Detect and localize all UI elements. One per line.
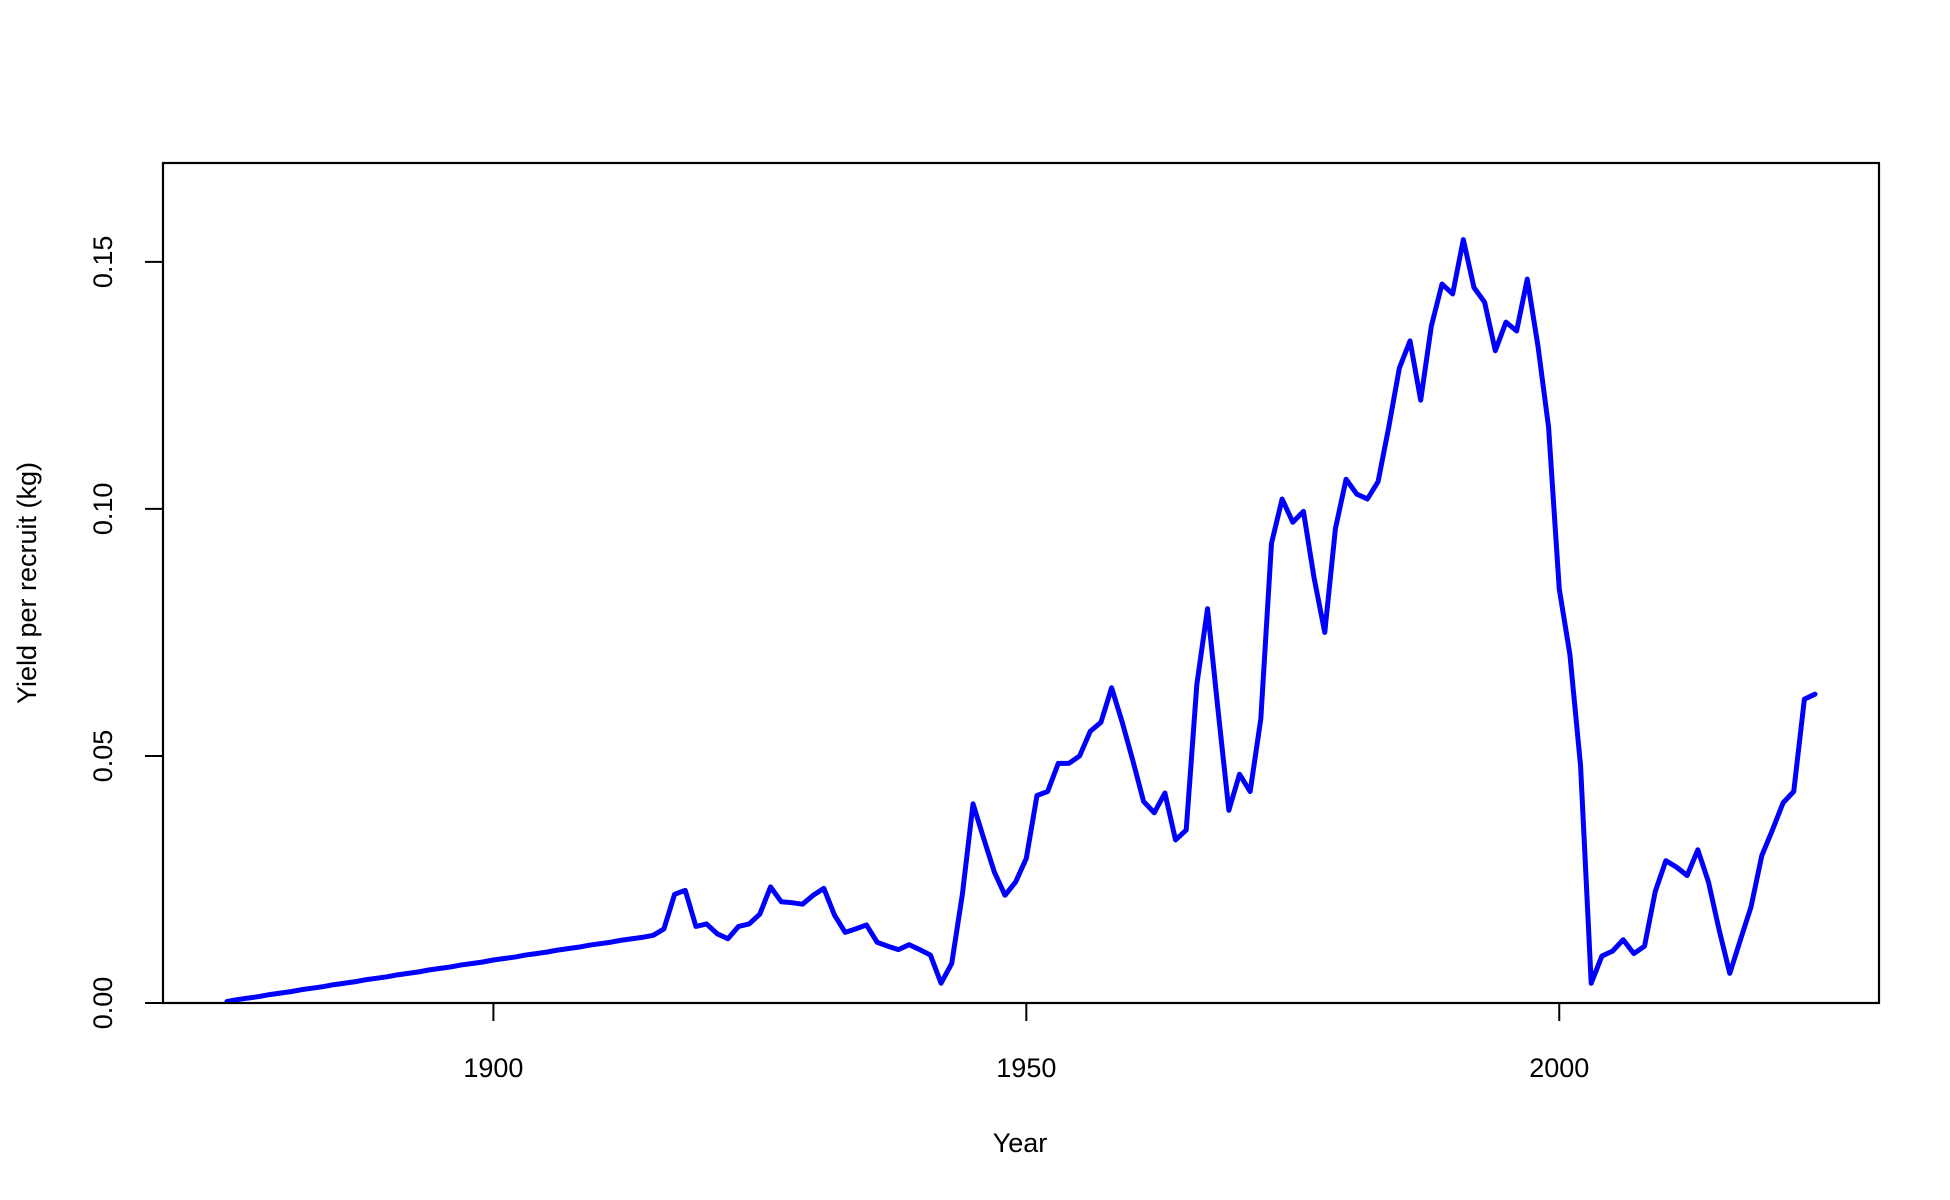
series-line-0 <box>224 237 1818 1005</box>
x-axis-title: Year <box>993 1128 1048 1158</box>
plot-layer <box>224 237 1818 1005</box>
x-tick-label: 1950 <box>996 1053 1056 1083</box>
y-tick-label: 0.15 <box>88 236 118 289</box>
y-tick-label: 0.00 <box>88 977 118 1030</box>
x-tick-label: 1900 <box>463 1053 523 1083</box>
y-axis: 0.00 0.05 0.10 0.15 <box>88 236 164 1030</box>
x-axis: 1900 1950 2000 <box>463 1002 1589 1083</box>
y-tick-label: 0.05 <box>88 730 118 783</box>
x-tick-label: 2000 <box>1529 1053 1589 1083</box>
y-tick-label: 0.10 <box>88 483 118 536</box>
y-axis-title: Yield per recruit (kg) <box>12 462 42 704</box>
